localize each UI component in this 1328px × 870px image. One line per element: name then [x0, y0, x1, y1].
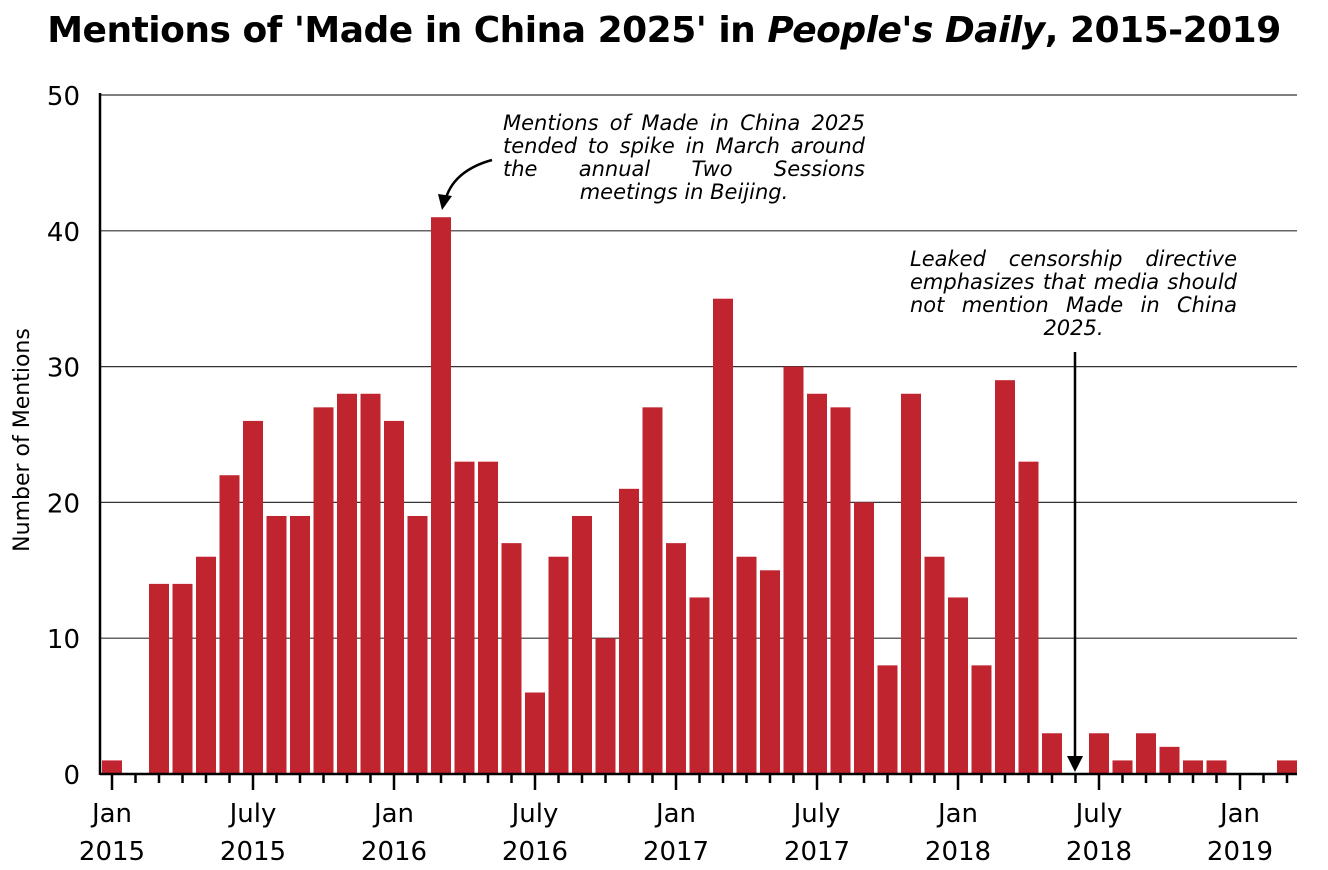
bar-2017-06: [783, 366, 804, 774]
y-tick-label: 20: [47, 489, 80, 519]
bar-2016-06: [501, 543, 522, 774]
bar-2017-02: [689, 597, 710, 774]
x-tick-month: Jan: [936, 799, 978, 829]
bar-2018-04: [1018, 461, 1039, 774]
x-ticks: Jan 2015 July 2015 Jan 2016 July 2016 Jan 2017 Jul…: [79, 774, 1289, 867]
bar-2015-10: [313, 407, 334, 774]
bar-2016-01: [384, 420, 404, 774]
y-tick-labels: 0 10 20 30 40 50: [47, 82, 80, 791]
x-tick-year: 2018: [925, 837, 991, 867]
x-tick-year: 2016: [502, 837, 568, 867]
x-tick-month: July: [228, 799, 277, 829]
bar-2017-04: [736, 556, 757, 774]
bars: [102, 217, 1297, 775]
y-tick-label: 0: [63, 761, 80, 791]
title-publication: People's Daily: [767, 10, 1045, 51]
bar-2018-07: [1089, 733, 1109, 774]
gridlines: [100, 94, 1297, 639]
bar-2017-08: [830, 407, 851, 774]
y-tick-label: 50: [47, 82, 80, 112]
bar-2016-05: [478, 461, 498, 774]
bar-2015-11: [337, 393, 357, 774]
bar-2017-07: [807, 393, 827, 774]
arrowhead-icon: [438, 194, 452, 210]
x-tick-month: July: [792, 799, 841, 829]
x-tick-month: Jan: [654, 799, 696, 829]
title-prefix: Mentions of 'Made in China 2025' in: [47, 10, 768, 51]
bar-2015-09: [290, 515, 310, 774]
y-tick-label: 30: [47, 354, 80, 384]
bar-2015-05: [196, 556, 216, 774]
x-tick-year: 2015: [220, 837, 286, 867]
x-tick-year: 2018: [1066, 837, 1132, 867]
bar-2017-11: [901, 393, 921, 774]
y-tick-label: 10: [47, 625, 80, 655]
bar-2018-12: [1206, 760, 1227, 774]
bar-2017-09: [854, 502, 874, 774]
bar-2016-04: [454, 461, 475, 774]
bar-2018-01: [948, 597, 968, 774]
x-tick-year: 2019: [1207, 837, 1273, 867]
x-tick-year: 2017: [643, 837, 709, 867]
bar-2016-12: [642, 407, 663, 774]
y-tick-label: 40: [47, 218, 80, 248]
annotation-arrows: [438, 158, 1083, 772]
bar-2018-05: [1042, 733, 1062, 774]
bar-2018-08: [1112, 760, 1133, 774]
bar-2016-10: [595, 638, 616, 774]
arrowhead-icon: [1067, 756, 1083, 772]
bar-2016-07: [525, 692, 545, 774]
chart-title: Mentions of 'Made in China 2025' in Peop…: [0, 10, 1328, 51]
bar-2016-09: [572, 515, 592, 774]
annotation-censorship-directive: Leaked censorship directive emphasizes t…: [910, 247, 1237, 340]
bar-2016-11: [619, 488, 639, 774]
x-tick-month: Jan: [90, 799, 132, 829]
x-tick-year: 2017: [784, 837, 850, 867]
x-tick-month: July: [510, 799, 559, 829]
x-tick-year: 2015: [79, 837, 145, 867]
bar-2015-08: [266, 515, 287, 774]
bar-2018-02: [971, 665, 992, 774]
annotation-two-sessions: Mentions of Made in China 2025 tended to…: [503, 111, 865, 204]
bar-2019-03: [1277, 760, 1297, 774]
bar-2016-03: [431, 217, 451, 775]
bar-2017-10: [877, 665, 898, 774]
bar-2017-01: [666, 543, 686, 774]
bar-2017-03: [713, 298, 733, 774]
bar-2015-07: [243, 420, 263, 774]
x-tick-year: 2016: [361, 837, 427, 867]
x-tick-month: Jan: [1218, 799, 1260, 829]
bar-2017-12: [924, 556, 945, 774]
bar-2016-02: [407, 515, 428, 774]
y-axis-label: Number of Mentions: [10, 328, 35, 552]
bar-2015-01: [102, 760, 122, 774]
bar-2016-08: [548, 556, 569, 774]
bar-2018-09: [1136, 733, 1156, 774]
bar-2018-10: [1159, 746, 1180, 774]
bar-2015-04: [172, 583, 193, 774]
x-tick-month: July: [1074, 799, 1123, 829]
bar-2015-06: [219, 475, 240, 774]
x-tick-month: Jan: [372, 799, 414, 829]
bar-2015-03: [149, 583, 169, 774]
bar-2018-11: [1183, 760, 1203, 774]
bar-2015-12: [360, 393, 381, 774]
title-suffix: , 2015-2019: [1044, 10, 1282, 51]
curved-arrow-icon: [444, 158, 493, 199]
bar-2017-05: [760, 570, 780, 774]
bar-2018-03: [995, 380, 1015, 774]
